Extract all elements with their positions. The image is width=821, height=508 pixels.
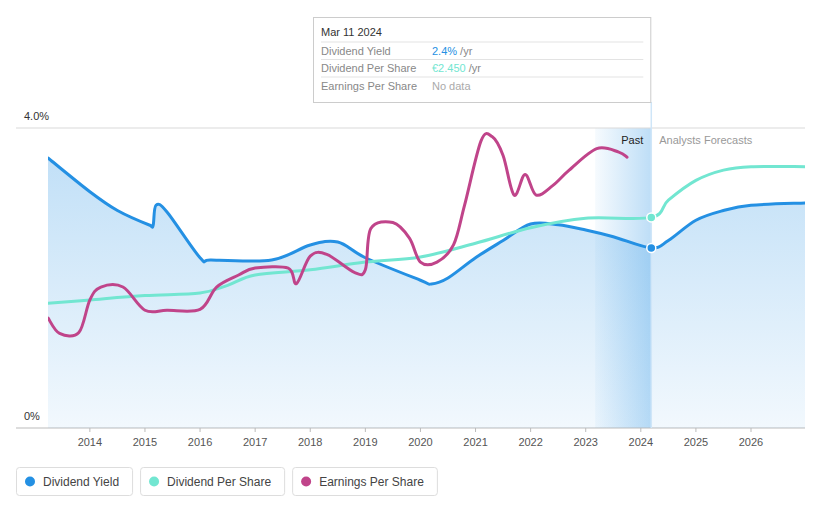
x-tick-label: 2024	[629, 436, 653, 448]
grid-line	[16, 128, 805, 129]
chart: 0%4.0%2014201520162017201820192020202120…	[0, 0, 821, 508]
tooltip-label: Dividend Yield	[321, 45, 391, 57]
x-tick-label: 2025	[684, 436, 708, 448]
x-tick	[640, 428, 641, 432]
legend-label: Earnings Per Share	[319, 475, 424, 489]
x-axis: 2014 2015 2016 2017 2018 2019 2020 2021 2022 2023…	[78, 428, 764, 448]
period-label: Past	[621, 134, 643, 146]
x-tick-label: 2022	[518, 436, 542, 448]
x-tick	[310, 428, 311, 432]
tooltip-value: No data	[432, 80, 471, 92]
x-tick-label: 2016	[188, 436, 212, 448]
tooltip-value: 2.4%/yr	[432, 45, 473, 57]
tooltip-label: Dividend Per Share	[321, 62, 416, 74]
x-tick-label: 2014	[78, 436, 102, 448]
legend-label: Dividend Per Share	[167, 475, 271, 489]
y-grid: 0% 4.0%	[16, 110, 805, 428]
legend-box	[17, 468, 133, 496]
x-tick	[695, 428, 696, 432]
y-tick-label: 0%	[24, 410, 40, 422]
x-tick	[530, 428, 531, 432]
tooltip-label: Earnings Per Share	[321, 80, 417, 92]
x-tick-label: 2020	[408, 436, 432, 448]
x-tick-label: 2017	[243, 436, 267, 448]
x-tick	[420, 428, 421, 432]
x-tick	[255, 428, 256, 432]
x-tick-label: 2021	[463, 436, 487, 448]
legend-box	[293, 468, 438, 496]
x-tick	[89, 428, 90, 432]
series-area	[48, 158, 805, 428]
legend-swatch	[149, 477, 159, 487]
x-tick-label: 2019	[353, 436, 377, 448]
x-tick-label: 2015	[133, 436, 157, 448]
tooltip-suffix: /yr	[460, 45, 473, 57]
hover-point	[647, 244, 656, 253]
legend-swatch	[301, 477, 311, 487]
tooltip-value: €2.450/yr	[432, 62, 481, 74]
tooltip-sep	[321, 77, 643, 78]
hover-line	[651, 102, 653, 428]
x-tick	[585, 428, 586, 432]
tooltip-value-text: No data	[432, 80, 471, 92]
legend-swatch	[25, 477, 35, 487]
tooltip-sep	[321, 42, 643, 43]
series-line	[48, 166, 805, 303]
x-tick	[475, 428, 476, 432]
tooltip-sep	[321, 59, 643, 60]
tooltip: Mar 11 2024Dividend Yield2.4%/yrDividend…	[314, 18, 651, 103]
tooltip-title: Mar 11 2024	[321, 26, 382, 38]
x-tick	[144, 428, 145, 432]
plot-area	[48, 134, 805, 428]
legend-box	[141, 468, 285, 496]
legend-label: Dividend Yield	[43, 475, 119, 489]
tooltip-suffix: /yr	[469, 62, 482, 74]
legend-item[interactable]: Dividend Per Share	[141, 468, 285, 496]
legend: Dividend Yield Dividend Per Share Earnings…	[17, 468, 438, 496]
x-tick	[365, 428, 366, 432]
tooltip-value-text: €2.450	[432, 62, 466, 74]
period-label: Analysts Forecasts	[659, 134, 752, 146]
x-tick	[751, 428, 752, 432]
x-tick	[200, 428, 201, 432]
x-tick-label: 2023	[573, 436, 597, 448]
legend-item[interactable]: Dividend Yield	[17, 468, 133, 496]
tooltip-value-text: 2.4%	[432, 45, 457, 57]
hover-point	[647, 213, 656, 222]
series-line	[48, 134, 627, 337]
x-tick-label: 2026	[739, 436, 763, 448]
x-tick-label: 2018	[298, 436, 322, 448]
tooltip-box	[314, 18, 651, 103]
legend-item[interactable]: Earnings Per Share	[293, 468, 438, 496]
y-tick-label: 4.0%	[24, 110, 49, 122]
